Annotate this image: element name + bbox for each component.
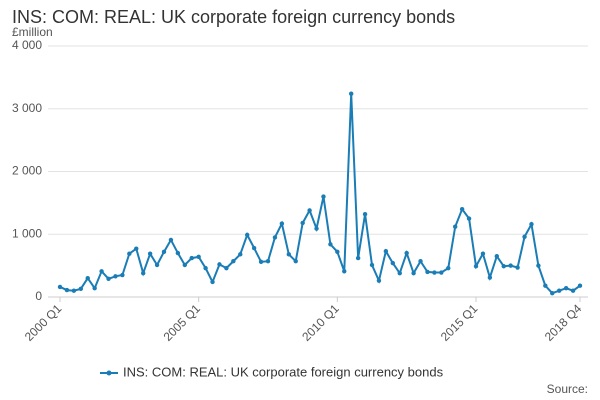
source: Source:	[547, 382, 588, 396]
point	[328, 242, 333, 247]
point	[418, 259, 423, 264]
point	[390, 260, 395, 266]
x-tick-label: 2010 Q1	[299, 301, 342, 344]
point	[161, 249, 167, 255]
point	[577, 283, 583, 288]
point	[127, 251, 132, 256]
point	[217, 262, 222, 267]
point	[238, 252, 243, 257]
point	[64, 287, 70, 293]
point	[487, 275, 493, 280]
point	[529, 222, 534, 227]
chart-title: INS: COM: REAL: UK corporate foreign cur…	[12, 7, 455, 27]
point	[459, 206, 465, 212]
point	[563, 286, 569, 291]
point	[550, 291, 555, 296]
point	[355, 255, 361, 261]
point	[113, 274, 118, 279]
point	[342, 269, 347, 274]
point	[279, 221, 285, 226]
point	[508, 263, 513, 268]
point	[501, 264, 506, 269]
point	[543, 283, 548, 288]
x-tick-label: 2015 Q1	[438, 301, 481, 344]
point	[432, 270, 437, 275]
point	[446, 265, 451, 271]
point	[210, 279, 215, 285]
point	[99, 269, 104, 274]
point	[78, 286, 84, 292]
x-tick-label: 2018 Q4	[542, 301, 585, 344]
point	[85, 275, 90, 281]
x-tick-label: 2000 Q1	[22, 301, 65, 344]
point	[196, 254, 201, 260]
point	[362, 211, 368, 217]
point	[425, 269, 430, 275]
point	[349, 91, 354, 96]
point	[369, 262, 375, 268]
point	[265, 259, 271, 264]
y-tick-label: 2 000	[12, 164, 42, 178]
point	[522, 234, 527, 239]
point	[189, 255, 194, 261]
point	[245, 232, 250, 238]
point	[134, 246, 139, 251]
y-tick-label: 3 000	[12, 101, 42, 115]
point	[307, 208, 312, 213]
y-tick-label: 4 000	[12, 38, 42, 52]
point	[376, 278, 382, 283]
point	[258, 259, 264, 265]
point	[321, 194, 326, 199]
y-axis-unit: £million	[12, 25, 53, 39]
point	[71, 288, 77, 293]
point	[251, 245, 257, 251]
point	[335, 249, 340, 255]
point	[106, 276, 111, 282]
point	[397, 270, 402, 276]
point	[494, 254, 499, 259]
y-tick-label: 1 000	[12, 226, 42, 240]
point	[147, 251, 153, 256]
point	[536, 263, 541, 268]
point	[224, 265, 229, 271]
point	[57, 284, 63, 290]
point	[286, 252, 291, 257]
y-tick-label: 0	[35, 289, 42, 303]
point	[120, 272, 125, 278]
legend-marker	[106, 370, 112, 376]
point	[383, 248, 389, 254]
point	[466, 216, 472, 221]
point	[314, 226, 319, 231]
point	[175, 250, 181, 256]
point	[300, 220, 305, 226]
point	[480, 251, 486, 256]
point	[231, 259, 236, 264]
point	[515, 265, 520, 270]
x-tick-label: 2005 Q1	[161, 301, 204, 344]
point	[439, 270, 444, 275]
point	[473, 264, 479, 269]
line	[59, 93, 581, 295]
point	[141, 270, 146, 276]
point	[168, 237, 174, 243]
point	[557, 288, 562, 293]
point	[92, 286, 97, 291]
legend-label: INS: COM: REAL: UK corporate foreign cur…	[123, 364, 444, 379]
point	[203, 265, 208, 271]
point	[272, 235, 278, 240]
point	[182, 262, 187, 268]
point	[411, 270, 416, 276]
point	[404, 250, 409, 256]
point	[154, 262, 160, 268]
point	[453, 224, 458, 229]
point	[570, 288, 576, 293]
point	[293, 259, 298, 264]
